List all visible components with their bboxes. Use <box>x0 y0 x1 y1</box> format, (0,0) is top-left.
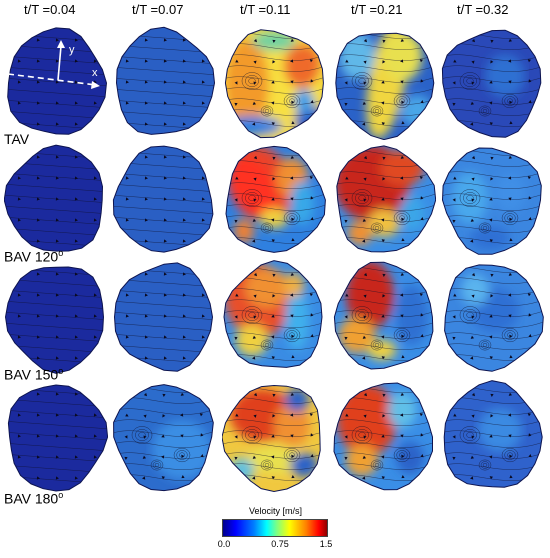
velocity-map-r4-c2 <box>112 380 216 494</box>
velocity-map-r3-c4 <box>332 260 436 374</box>
velocity-map-r2-c3 <box>222 143 326 257</box>
velocity-map-r1-c2 <box>112 26 216 140</box>
velocity-map-r2-c2 <box>112 143 216 257</box>
column-title-5: t/T =0.32 <box>457 2 509 17</box>
colorbar-tick-min: 0.0 <box>217 539 231 549</box>
velocity-map-r4-c3 <box>222 380 326 494</box>
velocity-map-r3-c5 <box>440 260 544 374</box>
velocity-map-r4-c5 <box>440 380 544 494</box>
colorbar-title: Velocity [m/s] <box>248 506 302 516</box>
colorbar-tick-mid: 0.75 <box>271 539 289 549</box>
velocity-map-r1-c3 <box>222 26 326 140</box>
velocity-map-r2-c1 <box>4 143 108 257</box>
row-label-tav: TAV <box>4 131 30 147</box>
velocity-map-r4-c4 <box>332 380 436 494</box>
row-label-bav180: BAV 180o <box>4 490 64 507</box>
velocity-map-r3-c3 <box>222 260 326 374</box>
colorbar-tick-max: 1.5 <box>319 539 333 549</box>
velocity-map-r4-c1 <box>4 380 108 494</box>
velocity-map-r3-c1 <box>4 260 108 374</box>
colorbar-gradient <box>222 519 328 537</box>
y-axis-label: y <box>69 44 75 56</box>
velocity-map-r1-c4 <box>332 26 436 140</box>
coordinate-axes: xy <box>7 40 100 89</box>
column-title-4: t/T =0.21 <box>351 2 403 17</box>
velocity-map-r2-c4 <box>332 143 436 257</box>
column-title-2: t/T =0.07 <box>132 2 184 17</box>
x-axis-label: x <box>92 67 98 79</box>
row-label-bav120: BAV 120o <box>4 248 64 265</box>
velocity-map-r2-c5 <box>440 143 544 257</box>
column-title-3: t/T =0.11 <box>240 2 291 17</box>
column-title-1: t/T =0.04 <box>24 2 76 17</box>
velocity-map-r1-c5 <box>440 26 544 140</box>
velocity-colorbar: Velocity [m/s] 0.0 0.75 1.5 <box>218 506 333 556</box>
row-label-bav150: BAV 150o <box>4 366 64 383</box>
velocity-map-r3-c2 <box>112 260 216 374</box>
